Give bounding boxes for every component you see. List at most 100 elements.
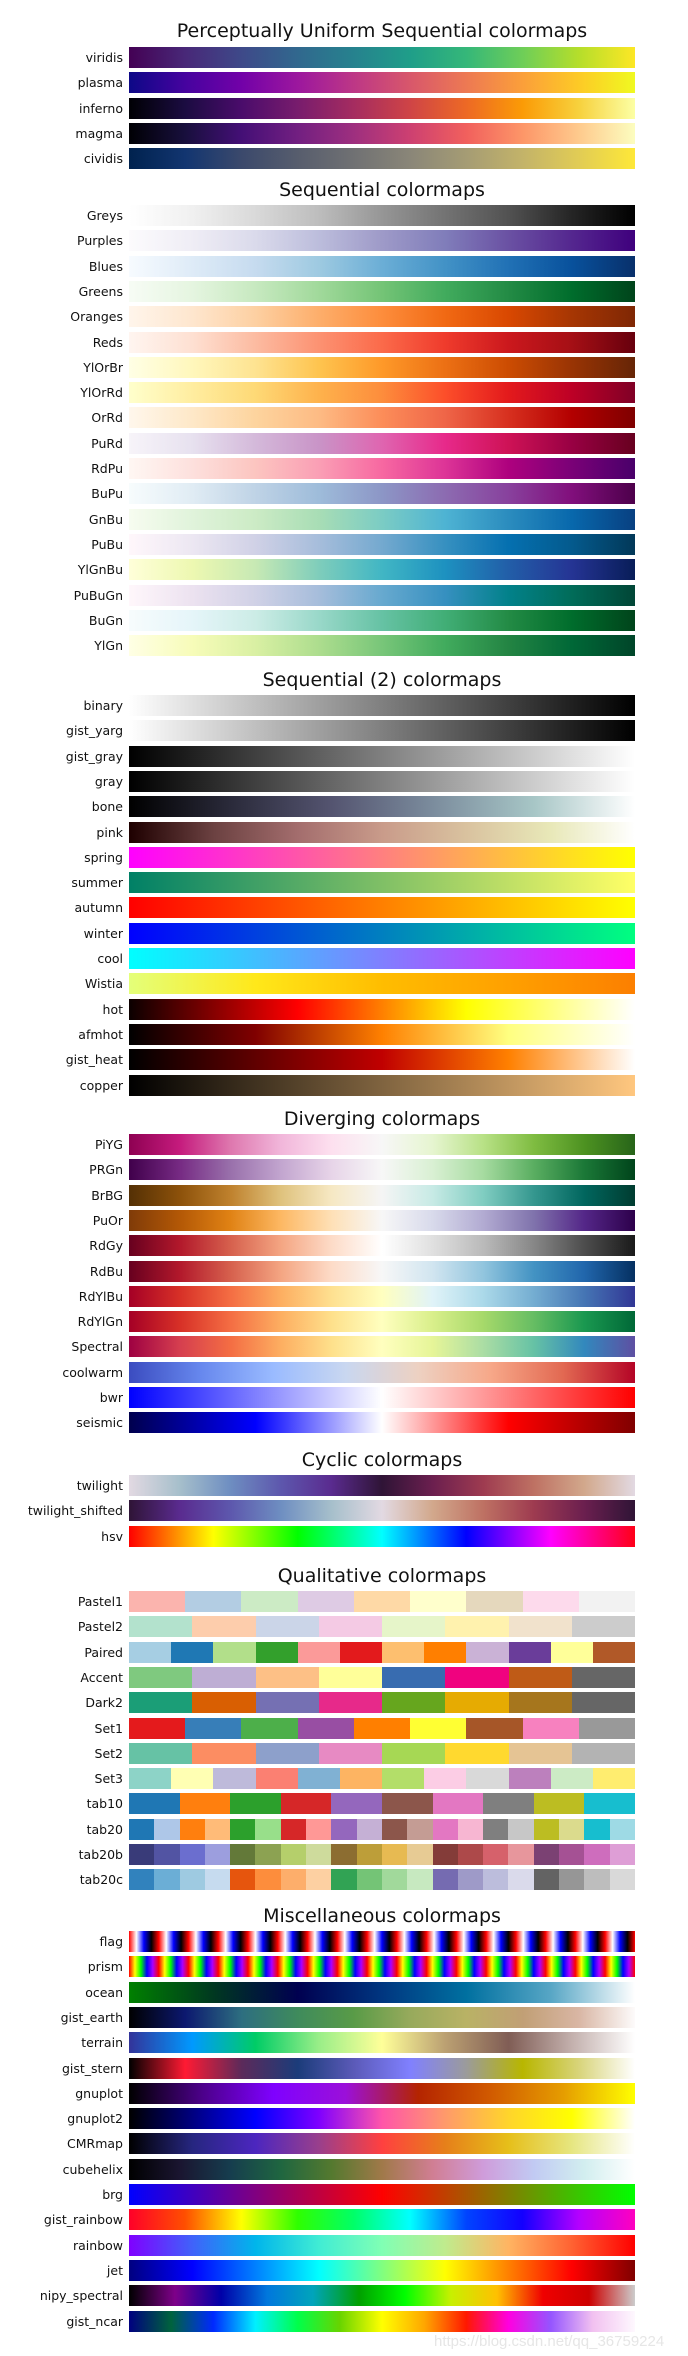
colormap-row: Pastel2: [0, 1616, 688, 1637]
colormap-row: magma: [0, 123, 688, 144]
section-title: Diverging colormaps: [283, 1108, 481, 1130]
color-swatch: [432, 1793, 484, 1814]
color-swatch: [213, 1768, 256, 1789]
colormap-row: gist_heat: [0, 1049, 688, 1070]
color-swatch: [297, 1768, 340, 1789]
watermark: https://blog.csdn.net/qq_36759224: [434, 2333, 665, 2350]
color-swatch: [445, 1692, 509, 1713]
section-title: Miscellaneous colormaps: [263, 1905, 501, 1927]
color-swatch: [432, 1844, 458, 1865]
color-swatch: [280, 1793, 332, 1814]
colormap-bar: [129, 306, 635, 327]
colormap-row: YlOrBr: [0, 357, 688, 378]
colormap-row: Accent: [0, 1667, 688, 1688]
color-swatch: [306, 1819, 332, 1840]
colormap-label: tab20b: [78, 1847, 123, 1862]
colormap-row: Set2: [0, 1743, 688, 1764]
color-swatch: [171, 1768, 214, 1789]
colormap-label: Blues: [88, 259, 123, 274]
color-swatch: [508, 1692, 572, 1713]
color-swatch: [171, 1642, 214, 1663]
colormap-bar: [129, 610, 635, 631]
color-swatch: [204, 1819, 231, 1840]
color-swatch: [432, 1869, 458, 1890]
color-swatch: [559, 1844, 585, 1865]
color-swatch: [129, 1819, 155, 1840]
color-swatch: [255, 1667, 319, 1688]
colormap-bar: [129, 230, 635, 251]
colormap-row: BuGn: [0, 610, 688, 631]
color-swatch: [584, 1793, 635, 1814]
color-swatch: [381, 1869, 408, 1890]
color-swatch: [318, 1743, 382, 1764]
colormap-row: cividis: [0, 148, 688, 169]
colormap-row: RdPu: [0, 458, 688, 479]
colormap-row: cubehelix: [0, 2159, 688, 2180]
color-swatch: [280, 1869, 307, 1890]
colormap-row: BuPu: [0, 483, 688, 504]
colormap-label: terrain: [81, 2035, 123, 2050]
color-swatch: [571, 1667, 635, 1688]
colormap-bar: [129, 1591, 635, 1612]
colormap-label: nipy_spectral: [39, 2288, 123, 2303]
section-title: Qualitative colormaps: [277, 1565, 487, 1587]
color-swatch: [609, 1844, 635, 1865]
color-swatch: [445, 1667, 509, 1688]
colormap-label: Greys: [86, 208, 123, 223]
colormap-label: gnuplot: [75, 2086, 123, 2101]
color-swatch: [154, 1869, 180, 1890]
color-swatch: [179, 1793, 231, 1814]
color-swatch: [297, 1642, 340, 1663]
colormap-label: cool: [97, 951, 123, 966]
color-swatch: [192, 1692, 256, 1713]
colormap-label: PRGn: [89, 1162, 123, 1177]
color-swatch: [381, 1844, 408, 1865]
colormap-row: binary: [0, 695, 688, 716]
colormap-row: Blues: [0, 256, 688, 277]
color-swatch: [306, 1844, 332, 1865]
colormap-label: BuPu: [91, 486, 123, 501]
colormap-row: gist_earth: [0, 2007, 688, 2028]
colormap-row: Oranges: [0, 306, 688, 327]
colormap-bar: [129, 2083, 635, 2104]
colormap-label: inferno: [79, 101, 123, 116]
colormap-bar: [129, 2260, 635, 2281]
colormap-label: Paired: [84, 1645, 123, 1660]
colormap-row: Set3: [0, 1768, 688, 1789]
color-swatch: [255, 1869, 281, 1890]
colormap-label: prism: [87, 1959, 123, 1974]
colormap-label: cubehelix: [62, 2162, 123, 2177]
colormap-label: flag: [99, 1934, 123, 1949]
colormap-bar: [129, 1475, 635, 1496]
colormap-row: gist_yarg: [0, 720, 688, 741]
colormap-bar: [129, 948, 635, 969]
color-swatch: [382, 1692, 446, 1713]
color-swatch: [129, 1718, 186, 1739]
colormap-bar: [129, 746, 635, 767]
colormap-bar: [129, 1134, 635, 1155]
colormap-row: autumn: [0, 897, 688, 918]
colormap-label: pink: [96, 825, 123, 840]
colormap-row: tab20c: [0, 1869, 688, 1890]
colormap-bar: [129, 695, 635, 716]
colormap-bar: [129, 1286, 635, 1307]
colormap-bar: [129, 509, 635, 530]
colormap-label: hot: [102, 1002, 123, 1017]
color-swatch: [185, 1591, 242, 1612]
colormap-row: PiYG: [0, 1134, 688, 1155]
colormap-row: bone: [0, 796, 688, 817]
colormap-label: ocean: [85, 1985, 123, 2000]
colormap-bar: [129, 2133, 635, 2154]
colormap-bar: [129, 973, 635, 994]
colormap-label: Pastel1: [77, 1594, 123, 1609]
colormap-bar: [129, 1956, 635, 1977]
color-swatch: [445, 1616, 509, 1637]
color-swatch: [457, 1869, 484, 1890]
color-swatch: [255, 1819, 281, 1840]
colormap-bar: [129, 2007, 635, 2028]
color-swatch: [483, 1844, 509, 1865]
colormap-label: BrBG: [91, 1188, 123, 1203]
color-swatch: [179, 1844, 205, 1865]
colormap-label: hsv: [101, 1529, 123, 1544]
colormap-label: bwr: [99, 1390, 123, 1405]
